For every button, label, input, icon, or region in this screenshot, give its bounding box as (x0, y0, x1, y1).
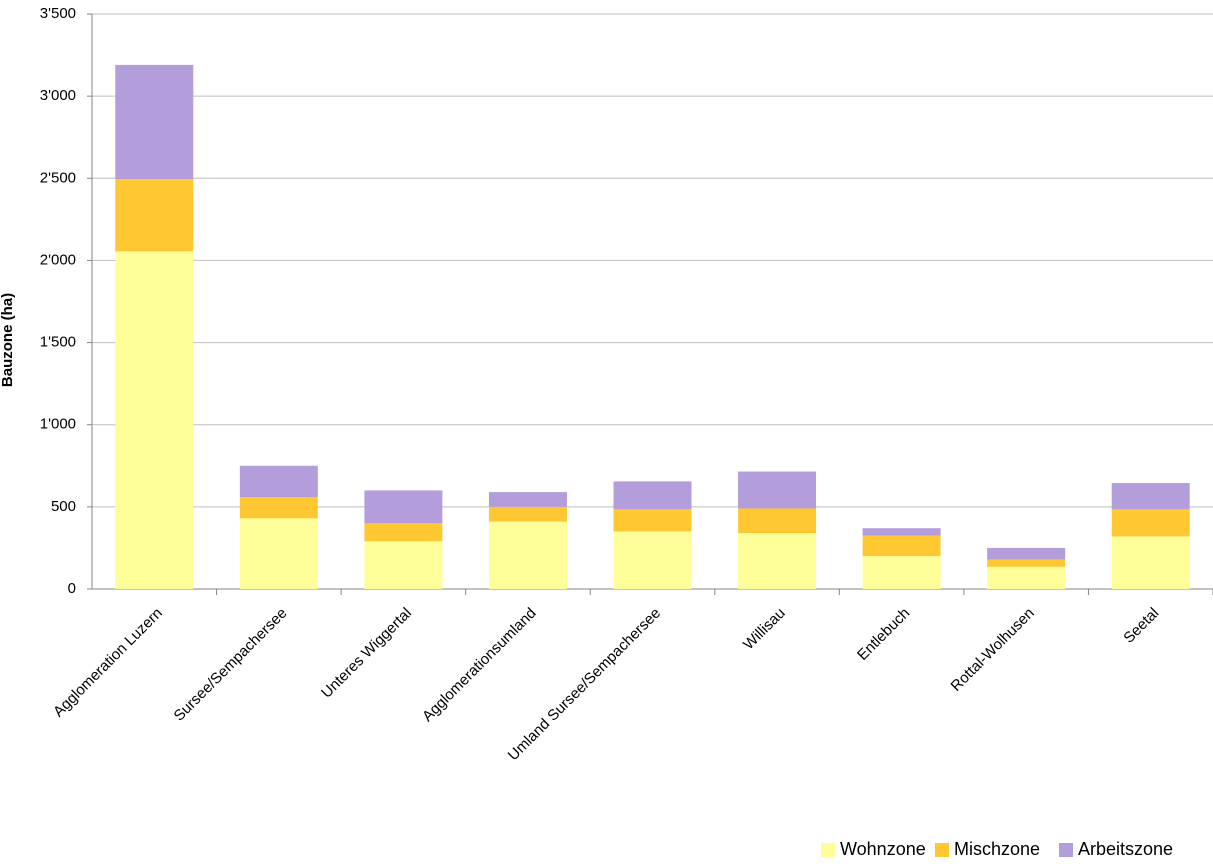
bar-segment (364, 523, 443, 542)
bar-segment (987, 566, 1066, 589)
legend-label: Wohnzone (840, 839, 926, 859)
bar-segment (738, 471, 817, 509)
x-tick-label: Unteres Wiggertal (318, 605, 415, 702)
x-tick-label: Agglomerationsumland (419, 605, 540, 726)
bar-segment (239, 465, 318, 497)
bar-segment (1111, 536, 1190, 589)
y-tick-label: 0 (68, 580, 76, 597)
bar-segment (488, 492, 567, 507)
y-tick-label: 2'000 (40, 251, 76, 268)
bar-segment (738, 508, 817, 534)
x-tick-label: Entlebuch (854, 605, 913, 664)
bar-segment (613, 509, 692, 532)
x-tick-label: Rottal-Wolhusen (948, 605, 1038, 695)
x-tick-label: Sursee/Sempachersee (171, 605, 291, 725)
bar-segment (115, 64, 194, 180)
y-tick-label: 3'000 (40, 87, 76, 104)
bar-segment (488, 521, 567, 589)
bar-segment (738, 533, 817, 589)
bar-segment (488, 506, 567, 522)
x-tick-label: Willisau (740, 605, 789, 654)
legend-swatch (821, 843, 835, 857)
y-tick-label: 1'000 (40, 416, 76, 433)
bar-segment (1111, 509, 1190, 537)
bar-segment (239, 497, 318, 519)
x-tick-label: Seetal (1120, 605, 1162, 647)
bar-segment (1111, 483, 1190, 510)
y-tick-label: 3'500 (40, 5, 76, 22)
y-tick-label: 2'500 (40, 169, 76, 186)
y-axis-label: Bauzone (ha) (0, 293, 16, 387)
y-tick-label: 1'500 (40, 334, 76, 351)
x-tick-label: Umland Sursee/Sempachersee (505, 605, 664, 764)
bar-segment (987, 547, 1066, 560)
bar-segment (862, 556, 941, 589)
bar-segment (364, 490, 443, 524)
bar-segment (115, 179, 194, 252)
legend-swatch (1059, 843, 1073, 857)
bar-segment (613, 481, 692, 510)
bar-segment (862, 535, 941, 557)
bar-segment (613, 531, 692, 589)
bar-segment (239, 518, 318, 589)
bar-segment (987, 559, 1066, 567)
y-tick-label: 500 (51, 498, 76, 515)
legend-swatch (935, 843, 949, 857)
legend-label: Mischzone (954, 839, 1040, 859)
x-tick-label: Agglomeration Luzern (50, 605, 166, 721)
bar-segment (364, 541, 443, 589)
legend-label: Arbeitszone (1078, 839, 1173, 859)
bar-segment (862, 528, 941, 536)
bar-segment (115, 251, 194, 589)
